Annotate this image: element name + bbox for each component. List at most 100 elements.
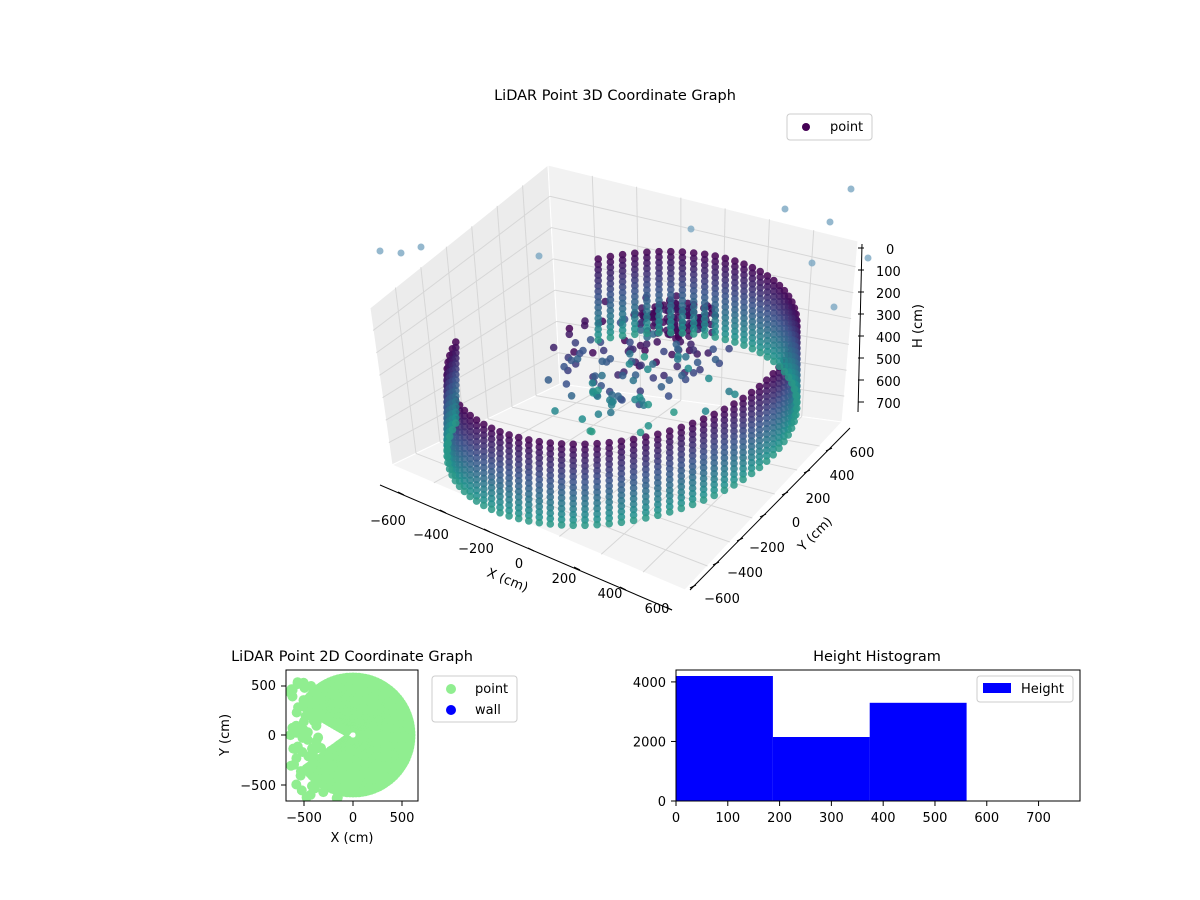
data-point [748,317,757,326]
data-point [769,391,777,400]
data-point [674,352,682,361]
data-point [642,340,651,348]
data-point [565,330,574,339]
y-tick-label: 4000 [633,676,666,691]
data-point [665,497,674,506]
data-point [599,346,608,355]
data-point [731,322,739,330]
data-point [667,264,675,272]
data-point [569,478,577,486]
data-point [721,254,730,263]
data-point [546,498,555,507]
data-point [689,297,698,306]
data-point [546,477,555,485]
data-point [573,355,582,363]
data-point [472,464,481,473]
data-point [763,304,772,313]
y-tick-label: 600 [850,446,875,461]
x-axis-label: X (cm) [485,566,530,596]
data-point [689,249,698,257]
data-point [448,426,457,434]
data-point [770,341,778,350]
data-point [487,424,496,433]
data-point [598,371,606,380]
data-point [710,470,718,478]
outlier-point [417,243,425,251]
data-point [301,792,312,801]
data-point [678,264,687,273]
data-point [654,452,662,460]
data-point [505,431,513,439]
data-point [678,275,687,283]
data-point [472,486,481,495]
data-point [775,314,784,322]
data-point [546,493,555,501]
data-point [642,503,650,512]
data-point [466,460,475,468]
data-point [730,432,738,441]
data-point [487,435,496,443]
data-point [472,427,481,435]
data-point [637,318,645,327]
data-point [740,271,748,279]
data-point [631,281,639,290]
data-point [653,338,661,346]
data-point [569,462,577,470]
data-point [763,277,772,286]
data-point [535,464,544,473]
data-point [505,501,513,509]
legend-2d-label-wall: wall [475,703,501,718]
data-point [677,456,686,464]
data-point [569,489,577,497]
data-point [721,281,730,290]
data-point [514,482,523,491]
data-point [710,475,718,484]
data-point [721,260,730,268]
data-point [525,446,533,455]
data-point [605,465,613,474]
data-point [594,298,602,307]
data-point [631,292,639,301]
data-point [480,436,488,445]
data-point [487,462,496,470]
data-point [762,392,771,401]
data-point [756,332,764,341]
data-point [581,456,589,465]
data-point [755,463,764,472]
data-point [606,323,615,331]
data-point [505,474,513,482]
data-point [730,427,738,435]
data-point [688,489,697,498]
data-point [678,302,687,310]
data-point [631,249,639,258]
data-point [701,407,710,416]
data-point [699,490,708,499]
data-point [593,450,601,459]
data-point [775,362,784,371]
data-point [770,319,778,328]
data-point [667,285,675,294]
data-point [546,471,555,480]
data-point [740,298,748,306]
data-point [665,432,674,441]
data-point [700,277,709,286]
data-point [689,260,698,268]
data-point [775,341,784,349]
data-point [677,450,686,459]
data-point [720,464,729,473]
data-point [557,450,566,459]
data-point [710,410,718,419]
data-point [655,312,663,321]
data-point [472,421,481,430]
data-point [689,270,698,279]
data-point [677,445,686,453]
data-point [562,380,571,388]
data-point [720,437,729,446]
data-point [636,341,645,350]
data-point [629,457,638,465]
data-point [739,410,747,419]
data-point [466,438,475,447]
data-point [748,285,757,294]
y-tick-label: 0 [792,516,800,531]
